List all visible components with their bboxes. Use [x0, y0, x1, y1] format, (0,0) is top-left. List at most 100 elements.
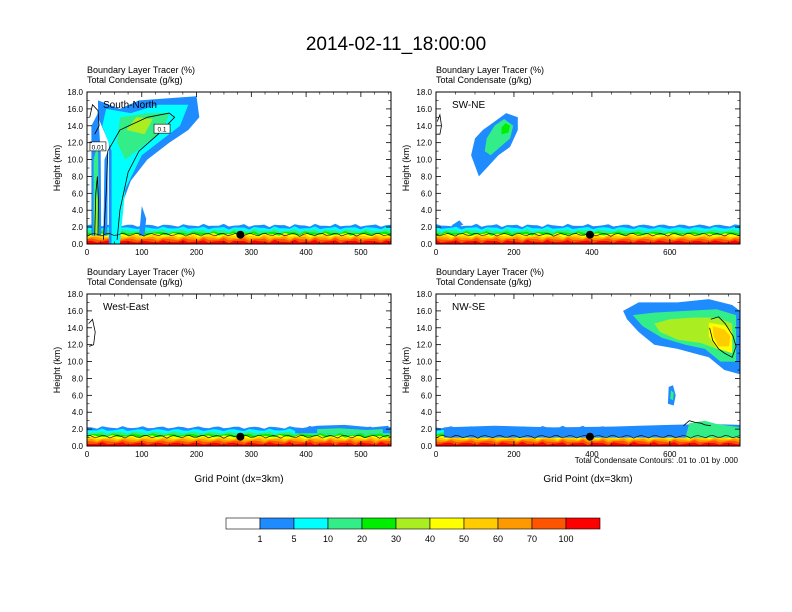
panel-cross-section-label: SW-NE — [452, 100, 485, 111]
y-tick-label: 6.0 — [72, 189, 84, 198]
boundary-layer-band — [87, 441, 391, 446]
colorbar-swatch — [293, 517, 329, 530]
boundary-layer-band — [87, 239, 391, 244]
y-tick-label: 0.0 — [421, 240, 433, 249]
y-tick-label: 2.0 — [421, 425, 433, 434]
colorbar-swatch — [395, 517, 431, 530]
condensate-contour-line — [709, 316, 737, 358]
y-tick-label: 12.0 — [416, 341, 432, 350]
x-tick-label: 600 — [663, 248, 677, 257]
tracer-region — [685, 420, 740, 438]
panel-title-line2: Total Condensate (g/kg) — [436, 75, 532, 85]
x-tick-label: 600 — [663, 450, 677, 459]
y-tick-label: 16.0 — [67, 105, 83, 114]
y-tick-label: 4.0 — [421, 408, 433, 417]
colorbar-label: 5 — [291, 534, 296, 544]
panel-title-line1: Boundary Layer Tracer (%) — [436, 65, 544, 75]
y-tick-label: 0.0 — [421, 442, 433, 451]
tracer-region — [139, 206, 147, 236]
colorbar-swatch — [361, 517, 397, 530]
y-tick-label: 0.0 — [72, 240, 84, 249]
panel-nw-se: 0.0 2.0 4.0 6.0 8.0 10.0 12.0 14.0 16.0 18.0 0 200 4… — [401, 267, 741, 485]
condensate-contour-line — [94, 176, 99, 236]
y-tick-label: 8.0 — [421, 172, 433, 181]
y-tick-label: 6.0 — [421, 391, 433, 400]
panel-cross-section-label: West-East — [103, 302, 149, 313]
colorbar-swatch — [497, 517, 533, 530]
terrain-marker — [236, 432, 245, 441]
x-axis-label: Grid Point (dx=3km) — [543, 474, 632, 485]
y-tick-label: 18.0 — [67, 290, 83, 299]
colorbar-label: 1 — [257, 534, 262, 544]
x-tick-label: 400 — [299, 248, 313, 257]
colorbar-label: 70 — [527, 534, 537, 544]
colorbar-swatch — [429, 517, 465, 530]
y-tick-label: 0.0 — [72, 442, 84, 451]
y-tick-label: 6.0 — [421, 189, 433, 198]
panel-title-line1: Boundary Layer Tracer (%) — [87, 267, 195, 277]
panel-title-line2: Total Condensate (g/kg) — [87, 75, 183, 85]
contour-label-box — [153, 123, 171, 134]
panel-cross-section-label: NW-SE — [452, 302, 485, 313]
y-tick-label: 18.0 — [416, 290, 432, 299]
tracer-region — [317, 428, 383, 434]
x-tick-label: 400 — [585, 248, 599, 257]
colorbar-swatch — [327, 517, 363, 530]
condensate-contour-line — [103, 112, 176, 240]
x-tick-label: 300 — [245, 248, 259, 257]
y-tick-label: 10.0 — [416, 156, 432, 165]
x-axis-label: Grid Point (dx=3km) — [194, 474, 283, 485]
colorbar-label: 60 — [493, 534, 503, 544]
condensate-contour-line — [683, 420, 711, 427]
y-tick-label: 12.0 — [67, 139, 83, 148]
x-tick-label: 100 — [135, 248, 149, 257]
y-axis-label: Height (km) — [52, 145, 62, 192]
panel-title-line2: Total Condensate (g/kg) — [436, 277, 532, 287]
y-tick-label: 2.0 — [72, 425, 84, 434]
x-tick-label: 0 — [434, 248, 439, 257]
panel-south-north: 0.1 0.01 0.0 2.0 4.0 6.0 8.0 10.0 12.0 14.0 16.0 18… — [52, 65, 392, 257]
condensate-contour-line — [436, 113, 442, 135]
colorbar-swatch — [225, 517, 261, 530]
x-tick-label: 200 — [507, 450, 521, 459]
x-tick-label: 500 — [354, 450, 368, 459]
y-tick-label: 4.0 — [72, 206, 84, 215]
y-tick-label: 16.0 — [416, 307, 432, 316]
x-tick-label: 200 — [507, 248, 521, 257]
panel-title-line2: Total Condensate (g/kg) — [87, 277, 183, 287]
y-tick-label: 12.0 — [67, 341, 83, 350]
y-tick-label: 18.0 — [416, 88, 432, 97]
colorbar-swatch — [463, 517, 499, 530]
colorbar-label: 20 — [357, 534, 367, 544]
colorbar-label: 100 — [558, 534, 573, 544]
y-tick-label: 14.0 — [67, 122, 83, 131]
colorbar-label: 10 — [323, 534, 333, 544]
colorbar: 1 5 10 20 30 40 50 60 70 100 — [225, 517, 601, 544]
x-tick-label: 0 — [434, 450, 439, 459]
y-tick-label: 2.0 — [72, 223, 84, 232]
x-tick-label: 100 — [135, 450, 149, 459]
y-tick-label: 10.0 — [67, 156, 83, 165]
y-tick-label: 14.0 — [416, 324, 432, 333]
x-tick-label: 500 — [354, 248, 368, 257]
y-tick-label: 4.0 — [421, 206, 433, 215]
y-tick-label: 8.0 — [421, 374, 433, 383]
x-tick-label: 200 — [190, 248, 204, 257]
y-tick-label: 14.0 — [416, 122, 432, 131]
y-axis-label: Height (km) — [401, 347, 411, 394]
terrain-marker — [585, 230, 594, 239]
colorbar-label: 30 — [391, 534, 401, 544]
x-tick-label: 0 — [85, 248, 90, 257]
panel-sw-ne: 0.0 2.0 4.0 6.0 8.0 10.0 12.0 14.0 16.0 18.0 0 200 4… — [401, 65, 741, 257]
contour-label-box — [89, 141, 107, 152]
panel-title-line1: Boundary Layer Tracer (%) — [87, 65, 195, 75]
y-axis-label: Height (km) — [401, 145, 411, 192]
panel-cross-section-label: South-North — [103, 100, 157, 111]
colorbar-swatch — [531, 517, 567, 530]
tracer-shading — [87, 96, 391, 244]
condensate-contour-line — [88, 318, 96, 347]
y-tick-label: 16.0 — [416, 105, 432, 114]
terrain-marker — [236, 230, 245, 239]
colorbar-swatch — [565, 517, 601, 530]
